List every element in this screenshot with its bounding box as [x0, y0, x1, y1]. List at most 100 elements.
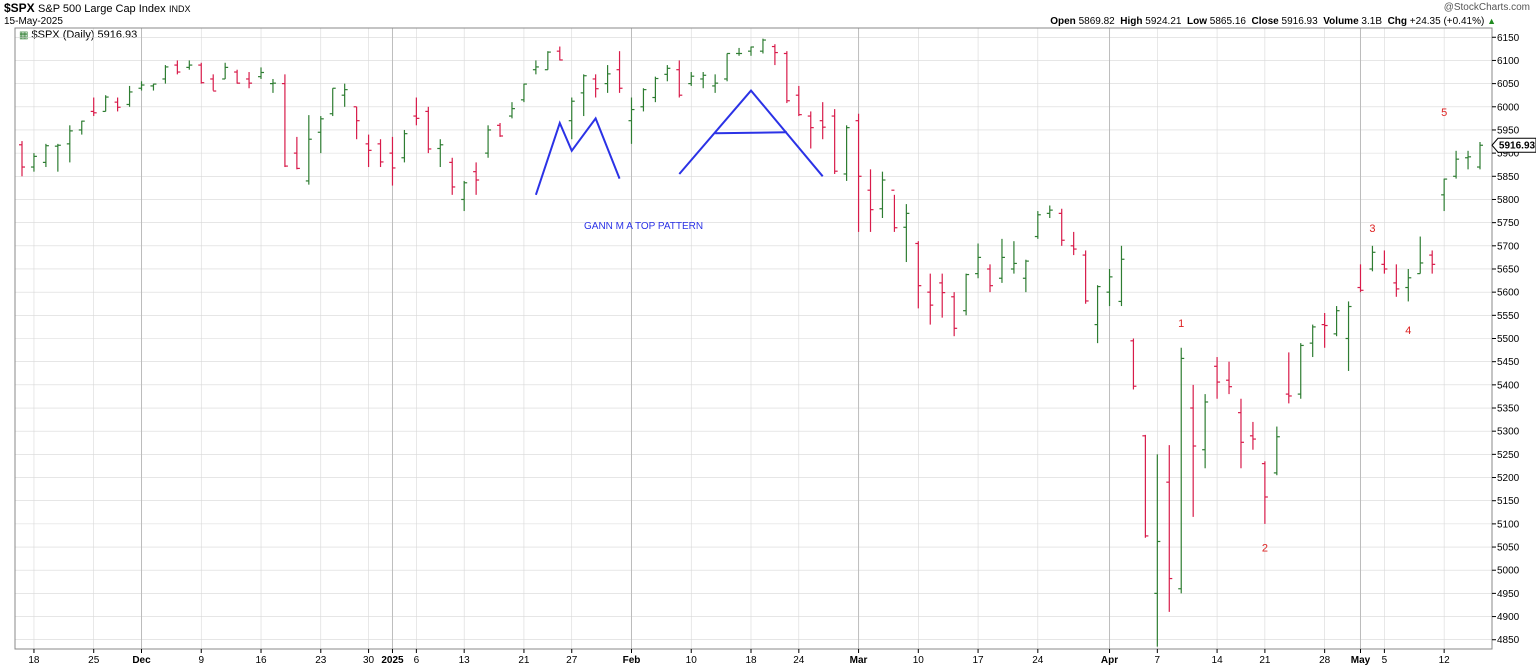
ohlc-bar [317, 116, 324, 154]
up-arrow-icon: ▲ [1487, 16, 1496, 26]
symbol-exchange: INDX [169, 4, 191, 14]
ohlc-bar [771, 44, 778, 66]
ohlc-bar [951, 292, 958, 337]
ohlc-bar [1369, 245, 1376, 272]
ohlc-bar [1321, 313, 1328, 348]
x-tick-label: Mar [850, 655, 868, 666]
y-tick-label: 5200 [1497, 473, 1520, 484]
y-tick-label: 4950 [1497, 589, 1520, 600]
ohlc-bar [891, 189, 898, 232]
ohlc-bar [389, 136, 396, 186]
ohlc-bar [556, 46, 563, 61]
ohlc-bar [1118, 245, 1125, 307]
y-tick-label: 5350 [1497, 404, 1520, 415]
chg-label: Chg [1387, 16, 1408, 27]
price-tag-box [1491, 137, 1536, 153]
ohlc-summary: Open 5869.82 High 5924.21 Low 5865.16 Cl… [1050, 16, 1496, 27]
y-tick-label: 6100 [1497, 56, 1520, 67]
y-tick-label: 5000 [1497, 566, 1520, 577]
ohlc-bar [1154, 454, 1161, 647]
ohlc-bar [246, 72, 253, 89]
x-tick-label: 24 [793, 655, 805, 666]
ohlc-bar [1130, 338, 1137, 390]
ohlc-bar [30, 153, 37, 172]
wave-label: 5 [1441, 107, 1447, 119]
ohlc-bar [1405, 268, 1412, 302]
ohlc-bar [341, 83, 348, 107]
ohlc-bar [963, 273, 970, 316]
close-value: 5916.93 [1281, 16, 1318, 27]
ohlc-bar [843, 125, 850, 181]
x-tick-label: 18 [745, 655, 757, 666]
ohlc-bar [1297, 343, 1304, 399]
legend-text: $SPX (Daily) 5916.93 [31, 29, 138, 41]
x-tick-label: Feb [623, 655, 641, 666]
x-tick-label: 12 [1439, 655, 1451, 666]
volume-label: Volume [1323, 16, 1359, 27]
ohlc-bar [19, 141, 25, 177]
ohlc-bar [1178, 347, 1185, 594]
ohlc-bar [1237, 398, 1244, 469]
ohlc-bar [1465, 150, 1472, 170]
open-value: 5869.82 [1078, 16, 1115, 27]
ohlc-bar [1333, 306, 1340, 337]
price-tag-label: 5916.93 [1499, 141, 1536, 152]
ohlc-bar [1226, 361, 1233, 395]
series-legend[interactable]: ▦ $SPX (Daily) 5916.93 [19, 29, 137, 41]
ohlc-bar [915, 241, 922, 309]
x-tick-label: Apr [1101, 655, 1118, 666]
ohlc-bar [987, 264, 994, 293]
symbol-ticker: $SPX [4, 1, 35, 15]
ohlc-bar [425, 106, 432, 154]
x-tick-label: 9 [198, 655, 204, 666]
ohlc-bar [998, 238, 1005, 283]
ohlc-bar [831, 109, 838, 174]
x-tick-label: 5 [1382, 655, 1388, 666]
ohlc-bar [102, 95, 109, 113]
ohlc-bar [1010, 241, 1017, 274]
y-axis: 4850 4900 4950 5000 5050 5100 5150 5200 5250 5300… [1492, 33, 1520, 646]
ohlc-bar [78, 120, 85, 135]
wave-label: 1 [1178, 318, 1184, 330]
wave-label: 3 [1369, 223, 1375, 235]
ohlc-bar [234, 69, 241, 84]
a-pattern-line [678, 89, 824, 177]
ohlc-bar [975, 243, 982, 279]
y-tick-label: 5100 [1497, 519, 1520, 530]
high-label: High [1120, 16, 1143, 27]
ohlc-bar [437, 139, 444, 168]
ohlc-bar [186, 60, 193, 70]
ohlc-bar [1166, 445, 1173, 612]
x-tick-label: 28 [1319, 655, 1331, 666]
ohlc-bar [508, 102, 515, 119]
x-tick-label: 17 [973, 655, 985, 666]
ohlc-bar [1249, 421, 1256, 450]
x-tick-label: 2025 [381, 655, 404, 666]
ohlc-bar [401, 129, 408, 163]
y-tick-label: 5450 [1497, 357, 1520, 368]
ohlc-bar [580, 74, 587, 117]
x-tick-label: Dec [132, 655, 151, 666]
x-tick-label: 6 [414, 655, 420, 666]
low-value: 5865.16 [1209, 16, 1246, 27]
ohlc-bar [1046, 205, 1053, 219]
volume-value: 3.1B [1361, 16, 1382, 27]
ohlc-bar [1285, 352, 1292, 404]
y-tick-label: 6000 [1497, 102, 1520, 113]
ohlc-bar [532, 60, 539, 75]
grid [15, 28, 1492, 649]
ohlc-bar [616, 51, 623, 93]
wave-label: 2 [1262, 543, 1268, 555]
a-crossbar-line [715, 131, 787, 135]
ohlc-bar [783, 51, 790, 104]
x-tick-label: 10 [913, 655, 925, 666]
ohlc-bar [461, 180, 468, 212]
ohlc-bar [258, 67, 265, 79]
pattern-annotation: GANN M A TOP PATTERN [584, 221, 703, 232]
credit-link[interactable]: @StockCharts.com [1443, 2, 1530, 13]
low-label: Low [1187, 16, 1208, 27]
ohlc-bar [568, 97, 575, 140]
ohlc-bar [1345, 301, 1352, 371]
ohlc-bar [1393, 264, 1400, 297]
